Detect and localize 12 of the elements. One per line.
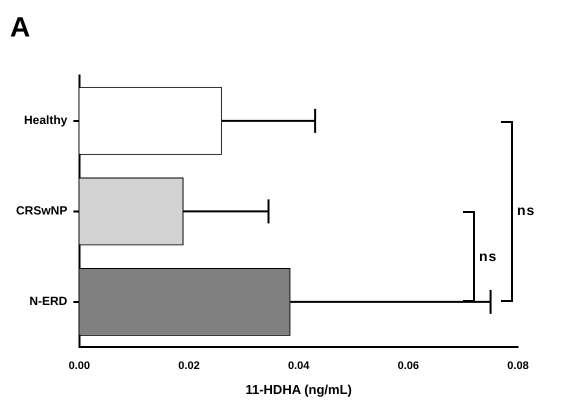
annotation: ns	[517, 202, 536, 218]
y-tick-label: CRSwNP	[16, 204, 68, 218]
y-tick-label: Healthy	[24, 113, 68, 128]
x-tick-label: 0.06	[398, 360, 420, 372]
annotation: ns	[479, 248, 498, 264]
x-tick-label: 0.04	[288, 360, 310, 372]
y-tick-label: N-ERD	[29, 294, 68, 308]
x-tick-label: 0.02	[178, 360, 200, 372]
chart-title: A	[10, 12, 30, 43]
x-tick-label: 0.08	[507, 360, 529, 372]
x-axis-title: 11-HDHA (ng/mL)	[245, 382, 352, 397]
x-tick-label: 0.00	[68, 360, 90, 372]
